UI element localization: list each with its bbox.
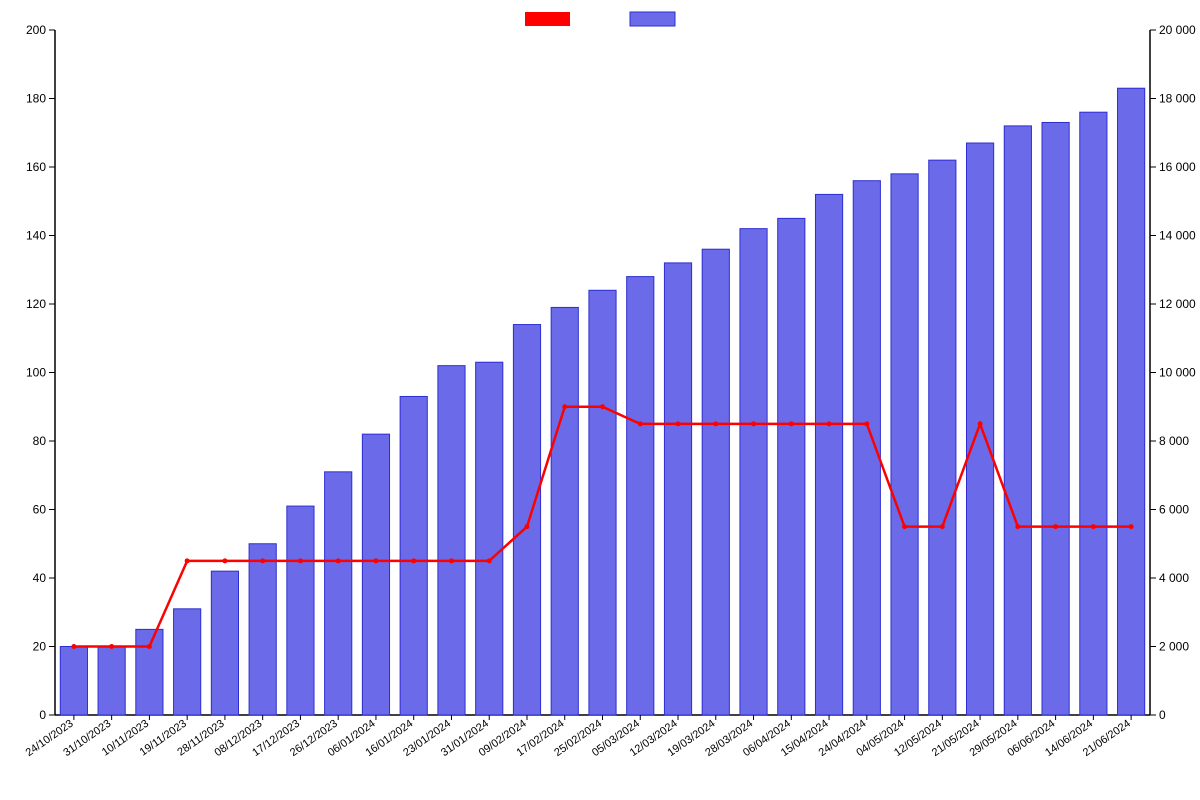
bar (627, 277, 654, 715)
bar (551, 307, 578, 715)
bar (60, 647, 87, 716)
bar (891, 174, 918, 715)
right-axis-tick-label: 16 000 (1159, 160, 1196, 174)
line-marker (109, 644, 114, 649)
left-axis-tick-label: 20 (33, 640, 47, 654)
right-axis-tick-label: 20 000 (1159, 23, 1196, 37)
legend-swatch-line (525, 12, 570, 26)
bar (1042, 122, 1069, 715)
line-marker (298, 558, 303, 563)
line-marker (562, 404, 567, 409)
bar (476, 362, 503, 715)
bar (1004, 126, 1031, 715)
legend-swatch-bar (630, 12, 675, 26)
line-marker (449, 558, 454, 563)
line-marker (676, 421, 681, 426)
bar (740, 229, 767, 715)
left-axis-tick-label: 60 (33, 503, 47, 517)
left-axis-tick-label: 140 (26, 229, 46, 243)
bar (513, 325, 540, 715)
line-marker (1053, 524, 1058, 529)
right-axis-tick-label: 10 000 (1159, 366, 1196, 380)
right-axis-tick-label: 8 000 (1159, 434, 1189, 448)
left-axis-tick-label: 200 (26, 23, 46, 37)
line-marker (71, 644, 76, 649)
bar (362, 434, 389, 715)
line-marker (638, 421, 643, 426)
bar (966, 143, 993, 715)
bar (325, 472, 352, 715)
line-marker (336, 558, 341, 563)
left-axis-tick-label: 0 (39, 708, 46, 722)
bar (589, 290, 616, 715)
right-axis-tick-label: 2 000 (1159, 640, 1189, 654)
right-axis-tick-label: 18 000 (1159, 92, 1196, 106)
line-marker (789, 421, 794, 426)
bar (438, 366, 465, 715)
left-axis-tick-label: 80 (33, 434, 47, 448)
bar (815, 194, 842, 715)
line-marker (940, 524, 945, 529)
bar (287, 506, 314, 715)
line-marker (978, 421, 983, 426)
line-marker (751, 421, 756, 426)
right-axis-tick-label: 14 000 (1159, 229, 1196, 243)
right-axis-tick-label: 0 (1159, 708, 1166, 722)
line-marker (1129, 524, 1134, 529)
line-marker (524, 524, 529, 529)
bar (400, 396, 427, 715)
bar (664, 263, 691, 715)
right-axis-tick-label: 6 000 (1159, 503, 1189, 517)
left-axis-tick-label: 160 (26, 160, 46, 174)
line-marker (1091, 524, 1096, 529)
line-marker (1015, 524, 1020, 529)
bar (136, 629, 163, 715)
bar (211, 571, 238, 715)
right-axis-tick-label: 12 000 (1159, 297, 1196, 311)
line-marker (864, 421, 869, 426)
line-marker (373, 558, 378, 563)
left-axis-tick-label: 100 (26, 366, 46, 380)
line-marker (827, 421, 832, 426)
line-marker (260, 558, 265, 563)
right-axis-tick-label: 4 000 (1159, 571, 1189, 585)
line-marker (147, 644, 152, 649)
bar (98, 647, 125, 716)
line-marker (713, 421, 718, 426)
line-marker (902, 524, 907, 529)
bar (702, 249, 729, 715)
bar (1118, 88, 1145, 715)
left-axis-tick-label: 40 (33, 571, 47, 585)
left-axis-tick-label: 120 (26, 297, 46, 311)
chart-svg: 0 20 40 60 80 100 120 140 160 180 200 0 2 000 4 000 6 … (0, 0, 1200, 800)
bar (174, 609, 201, 715)
line-marker (411, 558, 416, 563)
bar (929, 160, 956, 715)
line-marker (487, 558, 492, 563)
bar (1080, 112, 1107, 715)
line-marker (185, 558, 190, 563)
combo-chart: 0 20 40 60 80 100 120 140 160 180 200 0 2 000 4 000 6 … (0, 0, 1200, 800)
bar (249, 544, 276, 715)
bar (778, 218, 805, 715)
line-marker (222, 558, 227, 563)
line-marker (600, 404, 605, 409)
left-axis-tick-label: 180 (26, 92, 46, 106)
